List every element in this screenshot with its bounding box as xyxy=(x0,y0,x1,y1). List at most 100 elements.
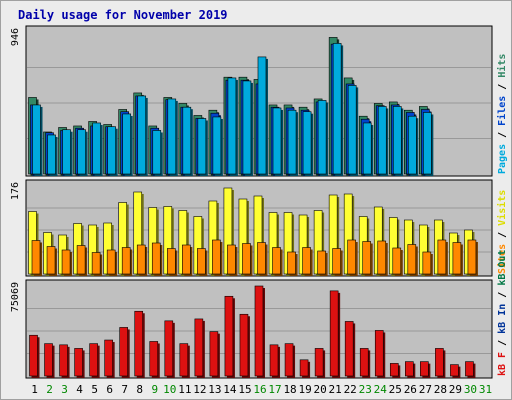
legend-entry: Hits xyxy=(496,54,508,78)
chart-panel-3: 75069 kB F / kB In / kB Out xyxy=(10,250,508,379)
panel-legend: Sites / Visits xyxy=(496,190,508,274)
sites-bar xyxy=(317,250,326,275)
pages-bar xyxy=(107,126,116,175)
kbf-bar xyxy=(149,341,159,377)
kbf-bar xyxy=(89,343,98,377)
sites-bar xyxy=(407,244,417,275)
sites-bar xyxy=(197,248,206,275)
legend-entry: / xyxy=(497,78,508,96)
kbf-bar xyxy=(389,363,399,377)
x-tick-label: 26 xyxy=(404,383,417,396)
x-tick-label: 9 xyxy=(151,383,158,396)
sites-bar xyxy=(272,247,281,275)
sites-bar xyxy=(302,247,311,275)
kbf-bar xyxy=(314,348,324,377)
x-tick-label: 19 xyxy=(298,383,311,396)
kbf-bar xyxy=(329,290,339,377)
pages-bar xyxy=(137,95,147,175)
kbf-bar xyxy=(405,361,414,377)
x-axis-labels: 1 2 3 4 5 6 7 8 9 10 11 12 13 14 15 16 17 18 19 20 21 22 23 24 2… xyxy=(31,383,492,396)
kbf-bar xyxy=(44,343,53,377)
kbf-bar xyxy=(194,318,204,377)
sites-bar xyxy=(332,248,341,275)
x-tick-label: 3 xyxy=(61,383,68,396)
pages-bar xyxy=(257,56,267,175)
sites-bar xyxy=(136,244,146,275)
kbf-bar xyxy=(179,343,189,377)
x-tick-label: 5 xyxy=(91,383,98,396)
pages-bar xyxy=(302,111,312,175)
kbf-bar xyxy=(254,285,264,377)
pages-bar xyxy=(392,106,402,175)
kbf-bar xyxy=(269,344,279,377)
x-tick-label: 17 xyxy=(268,383,281,396)
x-tick-label: 14 xyxy=(223,383,237,396)
sites-bar xyxy=(106,249,116,275)
pages-bar xyxy=(423,112,432,175)
kbf-bar xyxy=(29,334,38,377)
sites-bar xyxy=(46,246,56,275)
pages-bar xyxy=(167,98,177,175)
sites-bar xyxy=(91,252,101,275)
sites-bar xyxy=(212,239,221,275)
kbf-bar xyxy=(59,344,68,377)
x-tick-label: 1 xyxy=(31,383,38,396)
kbf-bar xyxy=(134,310,144,377)
sites-bar xyxy=(392,247,402,275)
y-max-label: 176 xyxy=(10,182,21,200)
pages-bar xyxy=(227,77,237,175)
kbf-bar xyxy=(239,313,249,377)
sites-bar xyxy=(437,239,447,275)
pages-bar xyxy=(317,100,327,175)
kbf-bar xyxy=(435,348,444,377)
sites-bar xyxy=(377,240,387,275)
sites-bar xyxy=(166,248,176,275)
x-tick-label: 13 xyxy=(208,383,221,396)
x-tick-label: 28 xyxy=(434,383,447,396)
x-tick-label: 31 xyxy=(479,383,492,396)
pages-bar xyxy=(77,129,86,175)
kbf-bar xyxy=(299,359,309,377)
x-tick-label: 25 xyxy=(389,383,402,396)
chart-title: Daily usage for November 2019 xyxy=(18,8,228,22)
pages-bar xyxy=(377,106,387,175)
x-tick-label: 6 xyxy=(106,383,113,396)
kbf-bar xyxy=(104,339,113,377)
kbf-bar xyxy=(164,320,174,377)
legend-entry: Visits xyxy=(496,190,508,226)
sites-bar xyxy=(362,241,372,275)
sites-bar xyxy=(452,242,462,275)
x-tick-label: 30 xyxy=(464,383,477,396)
x-tick-label: 2 xyxy=(46,383,53,396)
pages-bar xyxy=(197,118,207,175)
kbf-bar xyxy=(420,361,429,377)
sites-bar xyxy=(121,247,131,275)
kbf-bar xyxy=(359,348,369,377)
x-tick-label: 16 xyxy=(253,383,266,396)
x-tick-label: 22 xyxy=(344,383,357,396)
x-tick-label: 12 xyxy=(193,383,206,396)
legend-entry: / xyxy=(497,334,508,352)
x-tick-label: 21 xyxy=(329,383,342,396)
pages-bar xyxy=(47,134,56,175)
legend-entry: kB Out xyxy=(497,250,508,286)
kbf-bar xyxy=(374,330,384,377)
sites-bar xyxy=(76,245,86,275)
pages-bar xyxy=(362,122,372,175)
pages-bar xyxy=(242,80,252,175)
x-tick-label: 18 xyxy=(283,383,296,396)
kbf-bar xyxy=(465,361,474,377)
pages-bar xyxy=(287,109,297,175)
chart-panel-1: 946 Pages / Files / Hits xyxy=(10,25,508,177)
sites-bar xyxy=(467,239,477,275)
x-tick-label: 11 xyxy=(178,383,191,396)
kbf-bar xyxy=(284,343,294,377)
kbf-bar xyxy=(224,295,234,377)
pages-bar xyxy=(92,122,101,175)
chart-panels: 946 Pages / Files / Hits 176 Sites / Visits… xyxy=(10,25,508,379)
pages-bar xyxy=(122,113,131,175)
sites-bar xyxy=(242,243,251,275)
legend-entry: Pages xyxy=(497,144,508,174)
panel-legend: Pages / Files / Hits xyxy=(496,54,508,174)
